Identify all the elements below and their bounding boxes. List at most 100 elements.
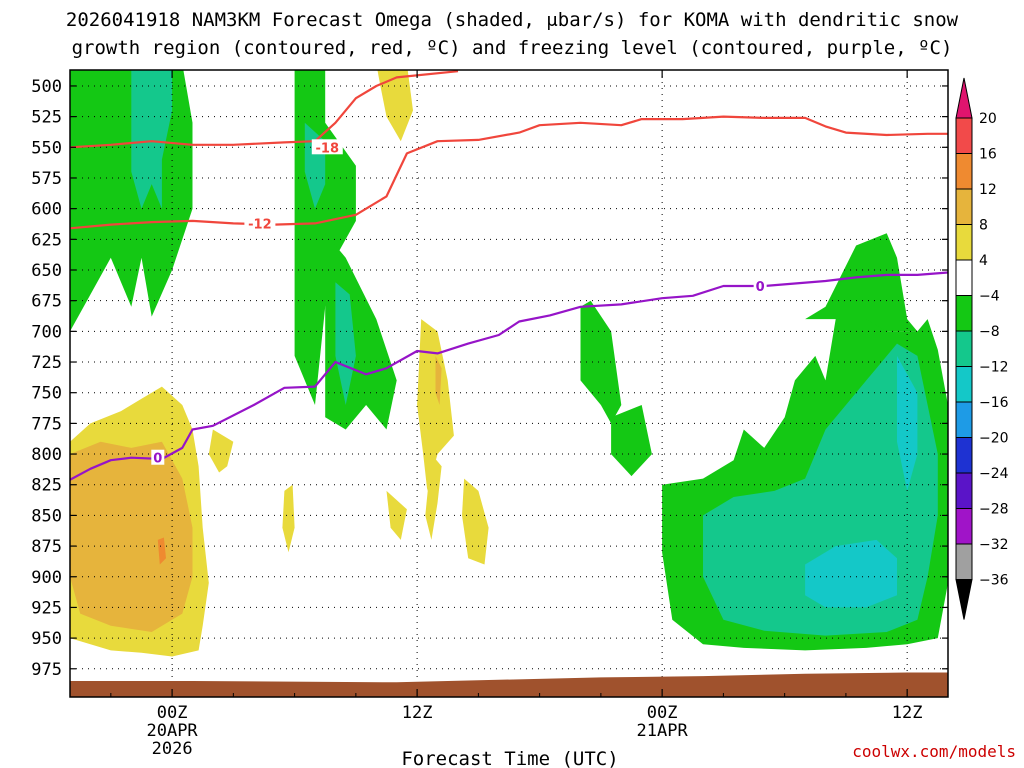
colorbar-label: −24 [979, 466, 1009, 482]
x-tick-label: 12Z [402, 703, 433, 723]
omega-region [580, 300, 622, 424]
colorbar-label: 4 [979, 253, 988, 269]
y-tick-label: 700 [31, 322, 62, 342]
omega-region [611, 405, 652, 477]
colorbar-swatch [955, 401, 973, 438]
isotherm-line [70, 271, 948, 481]
colorbar-swatch [955, 295, 973, 332]
isotherm-line [70, 115, 948, 230]
colorbar-swatch [955, 117, 973, 154]
y-tick-label: 775 [31, 414, 62, 434]
contour-label-bg [151, 449, 165, 465]
colorbar-swatch [955, 259, 973, 296]
omega-region [377, 70, 413, 142]
colorbar-swatch [955, 366, 973, 403]
colorbar-label: −36 [979, 573, 1009, 589]
omega-region [425, 454, 442, 540]
colorbar-swatch [955, 153, 973, 190]
omega-region [386, 490, 407, 540]
colorbar-swatch [955, 188, 973, 225]
contour-label: -18 [316, 141, 340, 156]
y-tick-label: 950 [31, 629, 62, 649]
colorbar-swatch [955, 437, 973, 474]
colorbar-label: −20 [979, 431, 1009, 447]
y-tick-label: 550 [31, 138, 62, 158]
y-tick-label: 675 [31, 292, 62, 312]
x-tick-label: 00Z [647, 703, 678, 723]
colorbar-label: 20 [979, 111, 997, 127]
colorbar-swatch [955, 579, 973, 620]
omega-region [462, 478, 489, 565]
colorbar-label: −8 [979, 324, 1000, 340]
colorbar-label: −16 [979, 395, 1009, 411]
omega-shading [70, 70, 948, 657]
colorbar-label: −32 [979, 537, 1009, 553]
contour-label: 0 [153, 452, 162, 467]
colorbar-swatch [955, 543, 973, 580]
x-axis: 00Z20APR202612Z00Z21APR12Z00Z22APR [110, 70, 923, 759]
omega-region [805, 233, 918, 332]
omega-region [897, 355, 918, 491]
colorbar-label: −12 [979, 360, 1009, 376]
omega-region [70, 70, 193, 332]
grid [70, 70, 948, 697]
credit-text[interactable]: coolwx.com/models [852, 742, 1016, 761]
y-tick-label: 600 [31, 200, 62, 220]
omega-region [70, 441, 193, 632]
x-axis-label: Forecast Time (UTC) [401, 748, 618, 768]
x-tick-label: 20APR [146, 721, 198, 741]
y-tick-label: 875 [31, 537, 62, 557]
contour-label: -12 [248, 217, 272, 232]
plot-frame [69, 69, 949, 698]
colorbar-swatch [955, 508, 973, 545]
x-tick-label: 00Z [157, 703, 188, 723]
colorbar-legend: 20 16 12 8 4 −4 −8 −12 −16 −20 −24 −28 −32 −36 [955, 77, 1009, 620]
y-tick-label: 650 [31, 261, 62, 281]
colorbar-label: −4 [979, 289, 1000, 305]
omega-region [335, 282, 356, 405]
omega-region [208, 429, 234, 473]
omega-region [435, 355, 442, 405]
y-tick-label: 925 [31, 598, 62, 618]
colorbar-swatch [955, 224, 973, 261]
y-tick-label: 825 [31, 476, 62, 496]
omega-region [157, 537, 166, 565]
isotherm-line [70, 70, 459, 149]
chart-title-line-1: 2026041918 NAM3KM Forecast Omega (shaded… [66, 9, 959, 31]
y-tick-label: 850 [31, 506, 62, 526]
colorbar-label: −28 [979, 502, 1009, 518]
y-tick-label: 800 [31, 445, 62, 465]
y-tick-label: 575 [31, 169, 62, 189]
contour-label: 0 [756, 280, 765, 295]
colorbar-label: 8 [979, 218, 988, 234]
x-tick-label: 12Z [892, 703, 923, 723]
colorbar-swatch [955, 77, 973, 119]
x-tick-label: 2026 [152, 739, 193, 759]
contour-label-bg [753, 277, 767, 293]
contour-label-bg [1018, 126, 1024, 141]
chart-title-line-2: growth region (contoured, red, ºC) and f… [72, 37, 953, 59]
colorbar-label: 12 [979, 182, 997, 198]
colorbar-swatch [955, 330, 973, 367]
terrain-ground [70, 672, 948, 697]
omega-region [282, 484, 295, 553]
x-tick-label: 21APR [637, 721, 689, 741]
colorbar-swatch [955, 472, 973, 509]
y-tick-label: 625 [31, 230, 62, 250]
colorbar-label: 16 [979, 147, 997, 163]
y-tick-label: 750 [31, 384, 62, 404]
contour-label-bg [244, 215, 276, 231]
y-tick-label: 725 [31, 353, 62, 373]
omega-region [417, 319, 454, 491]
y-tick-label: 975 [31, 660, 62, 680]
omega-region [805, 539, 897, 608]
y-tick-label: 500 [31, 77, 62, 97]
omega-region [131, 70, 173, 209]
contour-label-bg [311, 139, 343, 155]
y-tick-label: 900 [31, 568, 62, 588]
y-tick-label: 525 [31, 108, 62, 128]
y-axis: 500 525 550 575 600 625 650 675 700 725 750 775 800 8… [31, 77, 948, 680]
